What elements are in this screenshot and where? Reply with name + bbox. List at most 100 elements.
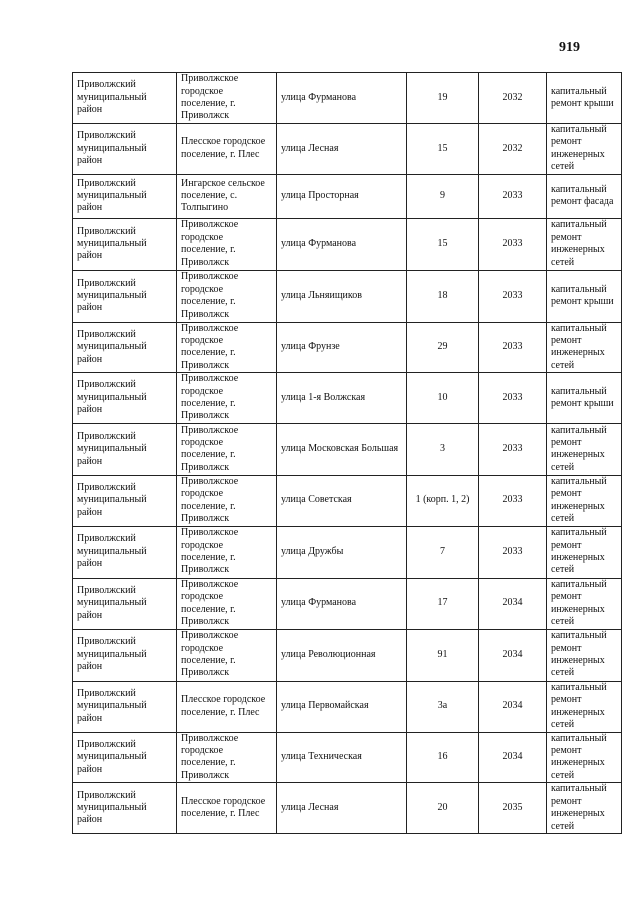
- repair-schedule-table: Приволжский муниципальный район Приволжск…: [72, 72, 622, 835]
- settlement-cell: Плесское городское поселение, г. Плес: [176, 680, 277, 733]
- street-cell: улица Первомайская: [276, 680, 407, 733]
- settlement-cell: Ингарское сельское поселение, с. Толпыги…: [176, 173, 277, 219]
- table-row: Приволжский муниципальный район Приволжск…: [72, 577, 622, 630]
- district-cell: Приволжский муниципальный район: [72, 577, 177, 630]
- district-cell: Приволжский муниципальный район: [72, 372, 177, 424]
- street-cell: улица Лесная: [276, 123, 407, 175]
- year-cell: 2034: [478, 680, 547, 733]
- street-cell: улица Фурманова: [276, 577, 407, 630]
- year-cell: 2033: [478, 422, 547, 476]
- work-type-cell: капитальный ремонт крыши: [546, 72, 622, 124]
- year-cell: 2034: [478, 628, 547, 682]
- year-cell: 2033: [478, 217, 547, 271]
- district-cell: Приволжский муниципальный район: [72, 173, 177, 219]
- year-cell: 2033: [478, 321, 547, 374]
- settlement-cell: Приволжское городское поселение, г. Прив…: [176, 269, 277, 323]
- table-row: Приволжский муниципальный район Ингарское…: [72, 173, 622, 219]
- district-cell: Приволжский муниципальный район: [72, 422, 177, 476]
- settlement-cell: Плесское городское поселение, г. Плес: [176, 123, 277, 175]
- settlement-cell: Приволжское городское поселение, г. Прив…: [176, 321, 277, 374]
- work-type-cell: капитальный ремонт фасада: [546, 173, 622, 219]
- district-cell: Приволжский муниципальный район: [72, 525, 177, 579]
- street-cell: улица Советская: [276, 474, 407, 527]
- street-cell: улица 1-я Волжская: [276, 372, 407, 424]
- year-cell: 2033: [478, 269, 547, 323]
- work-type-cell: капитальный ремонт инженерных сетей: [546, 577, 622, 630]
- house-number-cell: 7: [406, 525, 479, 579]
- street-cell: улица Просторная: [276, 173, 407, 219]
- work-type-cell: капитальный ремонт крыши: [546, 372, 622, 424]
- work-type-cell: капитальный ремонт инженерных сетей: [546, 123, 622, 175]
- table-row: Приволжский муниципальный район Плесское …: [72, 782, 622, 835]
- street-cell: улица Льняищиков: [276, 269, 407, 323]
- house-number-cell: 3а: [406, 680, 479, 733]
- house-number-cell: 9: [406, 173, 479, 219]
- work-type-cell: капитальный ремонт инженерных сетей: [546, 680, 622, 733]
- district-cell: Приволжский муниципальный район: [72, 269, 177, 323]
- house-number-cell: 29: [406, 321, 479, 374]
- settlement-cell: Приволжское городское поселение, г. Прив…: [176, 731, 277, 784]
- settlement-cell: Приволжское городское поселение, г. Прив…: [176, 217, 277, 271]
- street-cell: улица Фурманова: [276, 72, 407, 124]
- house-number-cell: 16: [406, 731, 479, 784]
- work-type-cell: капитальный ремонт инженерных сетей: [546, 474, 622, 527]
- year-cell: 2034: [478, 731, 547, 784]
- table-row: Приволжский муниципальный район Приволжск…: [72, 731, 622, 784]
- table-row: Приволжский муниципальный район Приволжск…: [72, 217, 622, 271]
- district-cell: Приволжский муниципальный район: [72, 123, 177, 175]
- table-row: Приволжский муниципальный район Приволжск…: [72, 321, 622, 374]
- table-row: Приволжский муниципальный район Приволжск…: [72, 269, 622, 323]
- table-row: Приволжский муниципальный район Приволжск…: [72, 422, 622, 476]
- house-number-cell: 17: [406, 577, 479, 630]
- settlement-cell: Приволжское городское поселение, г. Прив…: [176, 525, 277, 579]
- table-row: Приволжский муниципальный район Приволжск…: [72, 525, 622, 579]
- house-number-cell: 15: [406, 123, 479, 175]
- district-cell: Приволжский муниципальный район: [72, 628, 177, 682]
- house-number-cell: 20: [406, 782, 479, 835]
- settlement-cell: Приволжское городское поселение, г. Прив…: [176, 422, 277, 476]
- table-row: Приволжский муниципальный район Приволжск…: [72, 372, 622, 424]
- district-cell: Приволжский муниципальный район: [72, 321, 177, 374]
- street-cell: улица Лесная: [276, 782, 407, 835]
- settlement-cell: Приволжское городское поселение, г. Прив…: [176, 474, 277, 527]
- settlement-cell: Приволжское городское поселение, г. Прив…: [176, 577, 277, 630]
- settlement-cell: Приволжское городское поселение, г. Прив…: [176, 628, 277, 682]
- settlement-cell: Приволжское городское поселение, г. Прив…: [176, 372, 277, 424]
- work-type-cell: капитальный ремонт инженерных сетей: [546, 525, 622, 579]
- page-number: 919: [559, 40, 580, 55]
- settlement-cell: Приволжское городское поселение, г. Прив…: [176, 72, 277, 124]
- work-type-cell: капитальный ремонт крыши: [546, 269, 622, 323]
- district-cell: Приволжский муниципальный район: [72, 72, 177, 124]
- street-cell: улица Техническая: [276, 731, 407, 784]
- work-type-cell: капитальный ремонт инженерных сетей: [546, 422, 622, 476]
- settlement-cell: Плесское городское поселение, г. Плес: [176, 782, 277, 835]
- year-cell: 2034: [478, 577, 547, 630]
- district-cell: Приволжский муниципальный район: [72, 217, 177, 271]
- work-type-cell: капитальный ремонт инженерных сетей: [546, 731, 622, 784]
- street-cell: улица Московская Большая: [276, 422, 407, 476]
- street-cell: улица Дружбы: [276, 525, 407, 579]
- table-row: Приволжский муниципальный район Приволжск…: [72, 72, 622, 124]
- district-cell: Приволжский муниципальный район: [72, 731, 177, 784]
- work-type-cell: капитальный ремонт инженерных сетей: [546, 217, 622, 271]
- year-cell: 2033: [478, 173, 547, 219]
- street-cell: улица Фрунзе: [276, 321, 407, 374]
- house-number-cell: 18: [406, 269, 479, 323]
- house-number-cell: 10: [406, 372, 479, 424]
- table-row: Приволжский муниципальный район Плесское …: [72, 680, 622, 733]
- district-cell: Приволжский муниципальный район: [72, 474, 177, 527]
- year-cell: 2035: [478, 782, 547, 835]
- work-type-cell: капитальный ремонт инженерных сетей: [546, 628, 622, 682]
- house-number-cell: 15: [406, 217, 479, 271]
- table-row: Приволжский муниципальный район Приволжск…: [72, 628, 622, 682]
- table-row: Приволжский муниципальный район Приволжск…: [72, 474, 622, 527]
- house-number-cell: 91: [406, 628, 479, 682]
- house-number-cell: 3: [406, 422, 479, 476]
- street-cell: улица Фурманова: [276, 217, 407, 271]
- work-type-cell: капитальный ремонт инженерных сетей: [546, 782, 622, 835]
- district-cell: Приволжский муниципальный район: [72, 680, 177, 733]
- street-cell: улица Революционная: [276, 628, 407, 682]
- house-number-cell: 1 (корп. 1, 2): [406, 474, 479, 527]
- year-cell: 2033: [478, 474, 547, 527]
- district-cell: Приволжский муниципальный район: [72, 782, 177, 835]
